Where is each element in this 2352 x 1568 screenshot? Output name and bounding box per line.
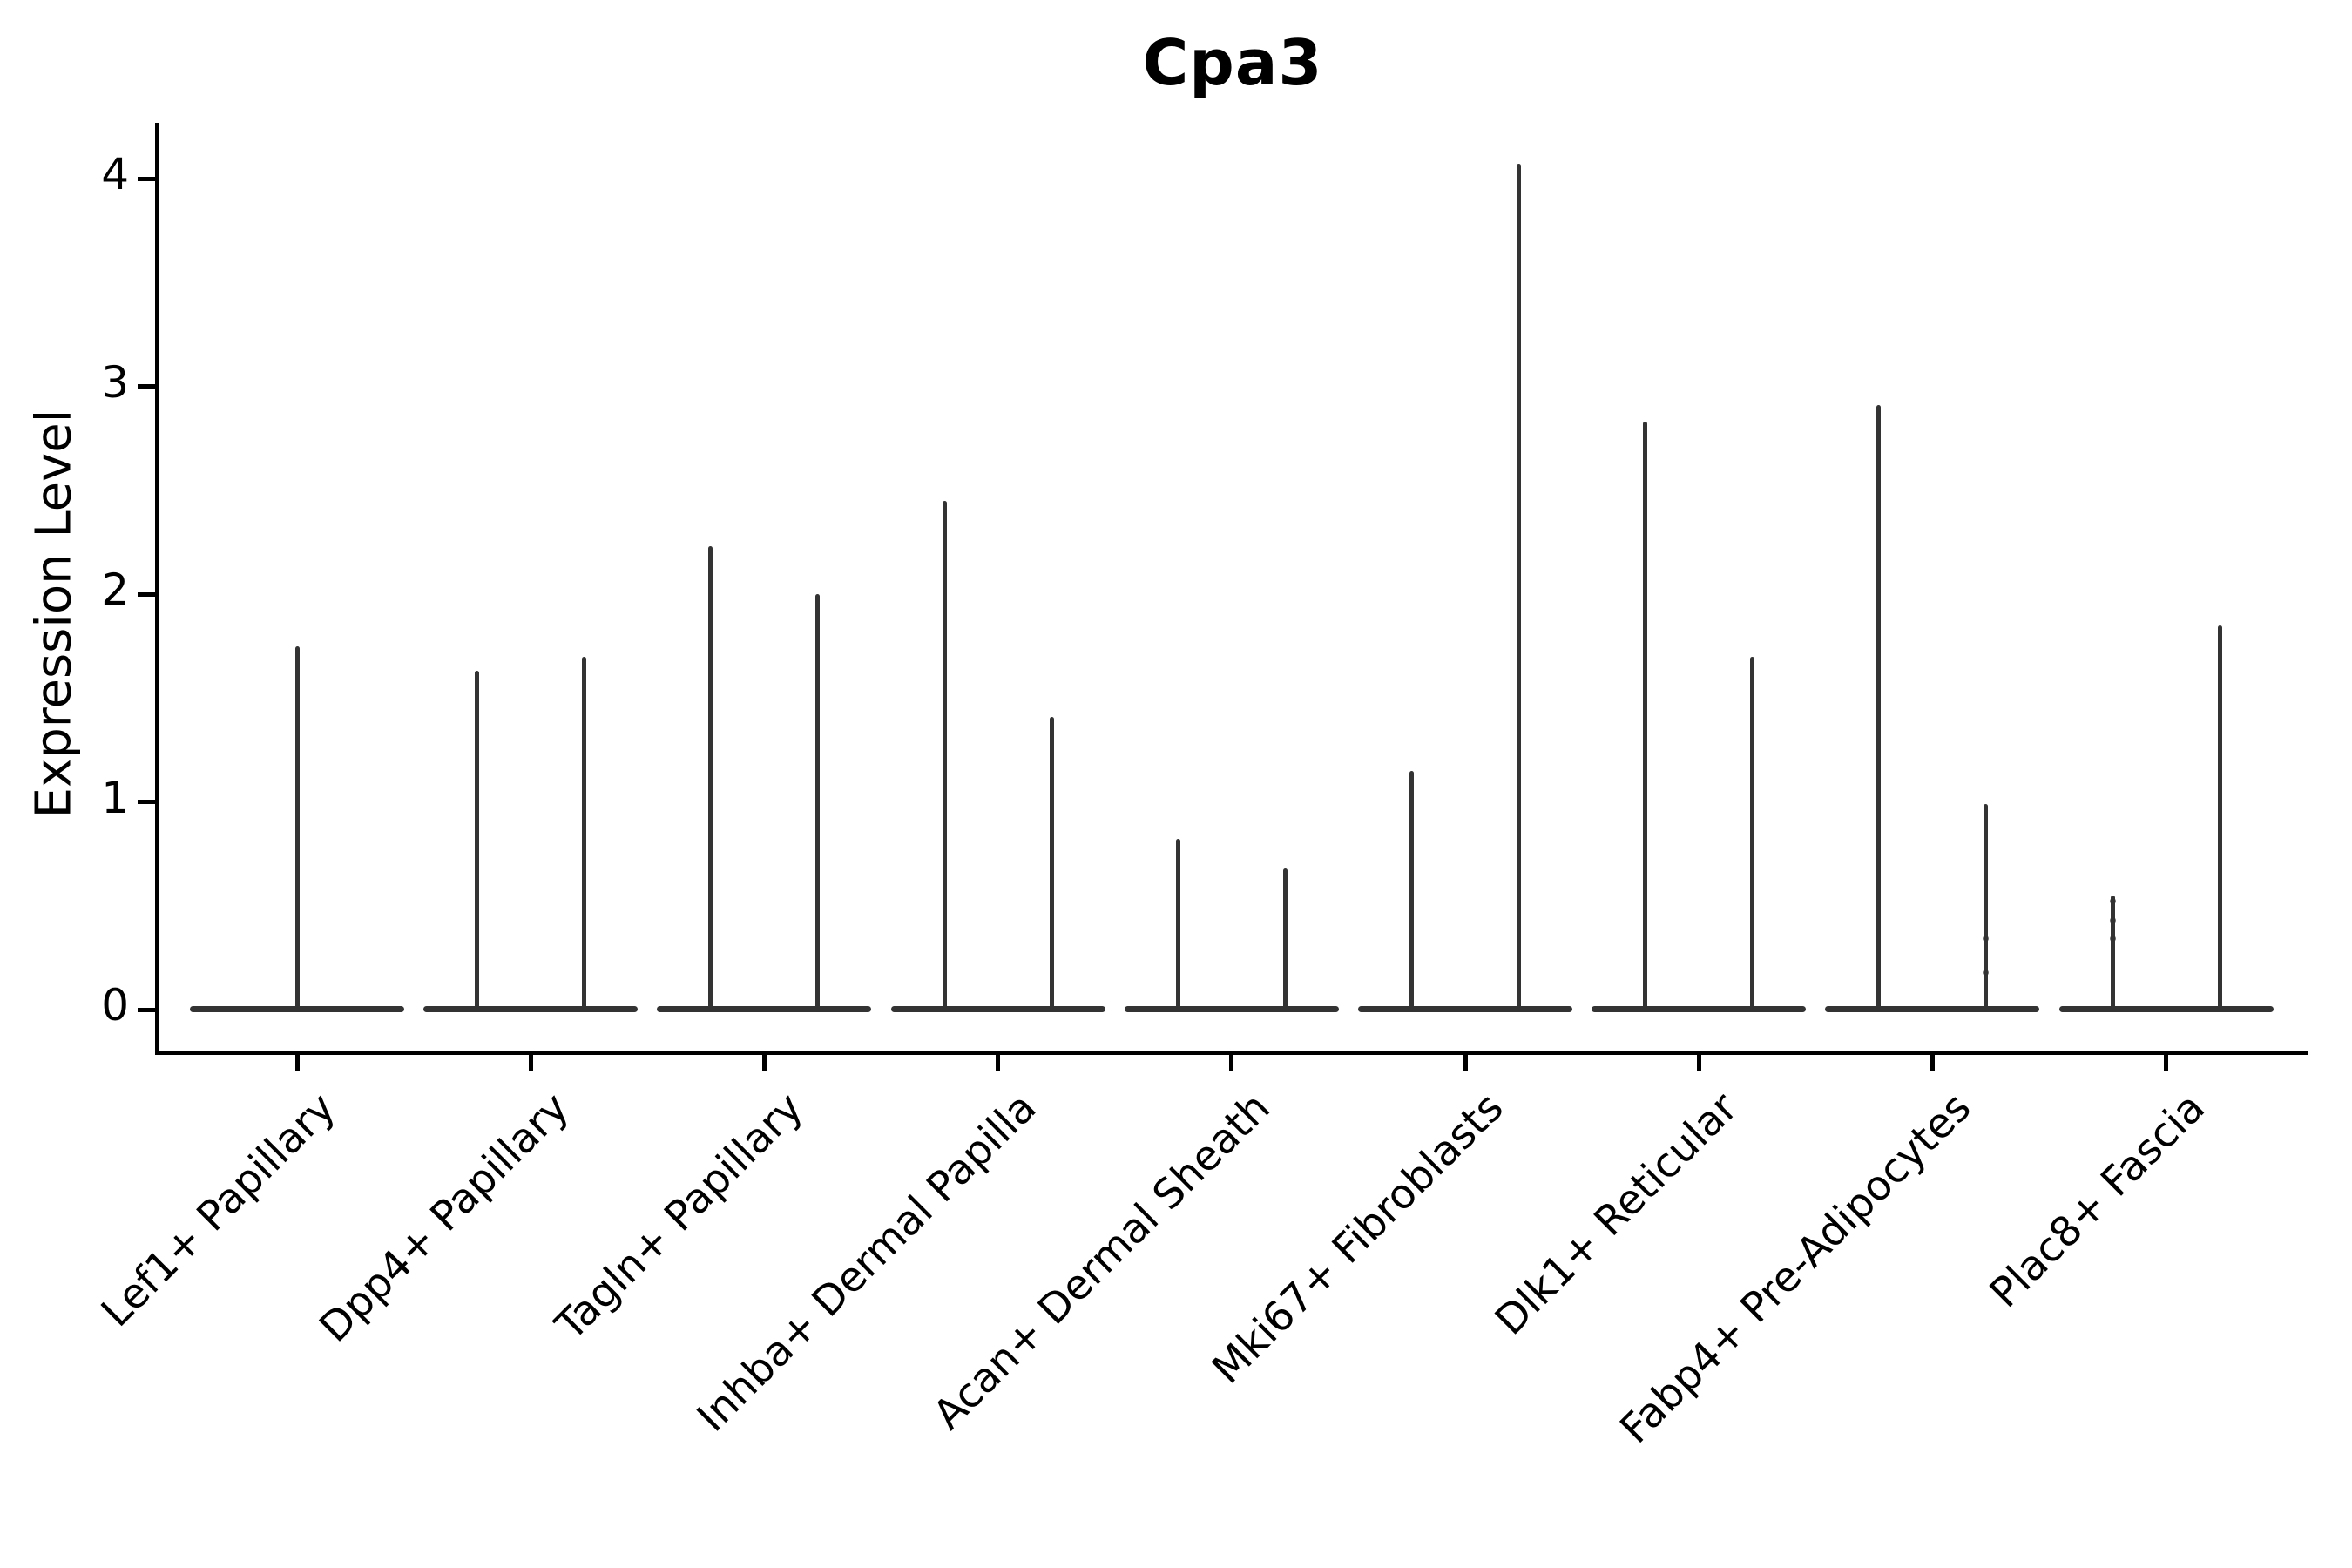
x-tick-mark [528,1055,533,1071]
violin-spike [708,546,713,1012]
violin-baseline [657,1006,872,1012]
violin-spike [1517,164,1521,1012]
x-tick-mark [2164,1055,2169,1071]
y-tick-label: 1 [101,772,129,823]
x-tick-mark [996,1055,1001,1071]
y-tick-label: 2 [101,564,129,615]
y-tick-mark [138,1007,155,1012]
x-tick-mark [1696,1055,1701,1071]
violin-spike [2217,625,2222,1012]
x-tick-mark [761,1055,767,1071]
violin-spike [1750,656,1755,1012]
y-tick-label: 4 [101,149,129,199]
violin-spike [1175,839,1180,1012]
x-tick-label: Plac8+ Fascia [1980,1084,2214,1317]
violin-spike [1282,868,1288,1012]
x-tick-mark [1463,1055,1468,1071]
violin-spike [582,656,587,1012]
violin-spike [1643,422,1648,1012]
jitter-point [2109,916,2116,923]
x-tick-mark [1229,1055,1234,1071]
y-tick-label: 0 [101,980,129,1031]
y-tick-label: 3 [101,356,129,408]
chart-title: Cpa3 [1142,26,1323,99]
jitter-point [2109,936,2116,943]
jitter-point [2109,898,2116,905]
violin-spike [942,500,947,1012]
x-tick-label: Tagln+ Papillary [546,1084,813,1350]
violin-spike [294,645,300,1012]
x-tick-label: Dpp4+ Papillary [310,1084,579,1352]
x-axis-spine [155,1051,2308,1055]
violin-baseline [1825,1006,2040,1012]
violin-spike [1409,770,1414,1012]
violin-spike [475,671,480,1012]
y-tick-mark [138,591,155,597]
y-tick-mark [138,176,155,181]
violin-baseline [2058,1006,2274,1012]
violin-spike [1876,404,1882,1012]
y-tick-mark [138,384,155,389]
x-tick-label: Lef1+ Papillary [91,1084,345,1336]
violin-baseline [423,1006,639,1012]
x-tick-mark [1930,1055,1935,1071]
violin-baseline [1358,1006,1572,1012]
violin-spike [1984,803,1989,1012]
jitter-point [1983,969,1990,976]
x-tick-label: Dlk1+ Reticular [1485,1084,1747,1345]
violin-baseline [890,1006,1105,1012]
violin-baseline [1124,1006,1339,1012]
y-tick-mark [138,800,155,804]
violin-spike [2110,895,2115,1012]
violin-baseline [1592,1006,1807,1012]
violin-spike [815,594,821,1012]
x-tick-mark [294,1055,300,1071]
violin-spike [1049,716,1054,1012]
y-axis-spine [155,123,159,1055]
jitter-point [1983,936,1990,943]
